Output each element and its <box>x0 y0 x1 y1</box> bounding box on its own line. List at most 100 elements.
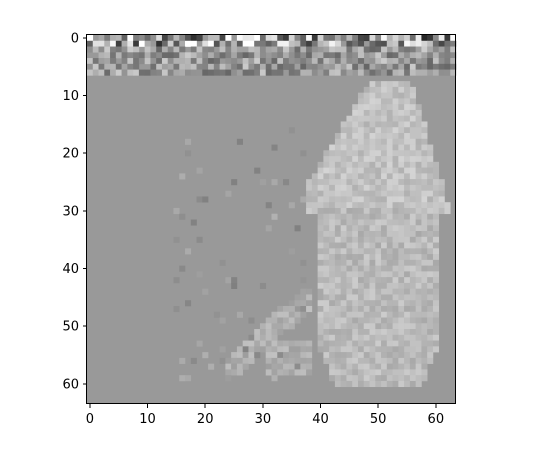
heatmap-cell <box>375 300 382 307</box>
x-tick-label: 20 <box>197 412 214 427</box>
heatmap-cell <box>415 346 422 353</box>
heatmap-cell <box>231 352 238 359</box>
heatmap-cell <box>415 207 422 215</box>
heatmap-cell <box>340 259 347 266</box>
heatmap-cell <box>248 40 255 47</box>
heatmap-cell <box>265 58 272 65</box>
heatmap-cell <box>98 46 105 53</box>
heatmap-cell <box>294 352 301 359</box>
heatmap-cell <box>409 98 416 105</box>
heatmap-cell <box>352 271 359 278</box>
heatmap-cell <box>404 86 411 93</box>
heatmap-cell <box>334 363 341 370</box>
heatmap-cell <box>398 259 405 266</box>
heatmap-cell <box>357 277 365 284</box>
heatmap-cell <box>167 63 174 70</box>
heatmap-cell <box>386 109 393 117</box>
heatmap-cell <box>357 334 365 341</box>
heatmap-cell <box>254 329 261 336</box>
heatmap-cell <box>381 265 388 272</box>
heatmap-cell <box>432 231 440 238</box>
heatmap-cell <box>242 35 249 42</box>
heatmap-cell <box>352 213 359 220</box>
heatmap-cell <box>381 109 388 117</box>
heatmap-cell <box>323 282 330 289</box>
heatmap-cell <box>432 271 440 278</box>
heatmap-cell <box>404 259 411 266</box>
heatmap-cell <box>294 346 301 353</box>
heatmap-cell <box>156 69 163 76</box>
heatmap-cell <box>340 363 347 370</box>
heatmap-cell <box>300 46 307 53</box>
heatmap-cell <box>352 265 359 272</box>
heatmap-cell <box>346 156 353 163</box>
heatmap-cell <box>421 150 428 157</box>
heatmap-cell <box>346 150 353 157</box>
heatmap-cell <box>450 40 457 47</box>
heatmap-cell <box>404 40 411 47</box>
heatmap-cell <box>386 254 393 261</box>
heatmap-cell <box>409 254 416 261</box>
heatmap-cell <box>375 52 382 59</box>
heatmap-cell <box>427 259 434 266</box>
heatmap-cell <box>346 144 353 151</box>
heatmap-cell <box>179 265 186 272</box>
heatmap-cell <box>329 375 336 382</box>
heatmap-cell <box>415 265 422 272</box>
heatmap-cell <box>248 340 255 347</box>
heatmap-cell <box>369 213 376 220</box>
heatmap-cell <box>398 35 405 42</box>
heatmap-cell <box>427 219 434 226</box>
heatmap-cell <box>421 58 428 65</box>
heatmap-cell <box>363 69 370 76</box>
heatmap-cell <box>363 300 370 307</box>
heatmap-cell <box>369 127 376 134</box>
heatmap-cell <box>392 317 399 324</box>
heatmap-cell <box>329 173 336 180</box>
heatmap-cell <box>300 196 307 203</box>
heatmap-cell <box>369 231 376 238</box>
heatmap-cell <box>404 300 411 307</box>
heatmap-cell <box>369 207 376 215</box>
heatmap-cell <box>288 69 295 76</box>
heatmap-cell <box>346 282 353 289</box>
heatmap-cell <box>357 369 365 376</box>
heatmap-cell <box>398 40 405 47</box>
heatmap-cell <box>300 58 307 65</box>
heatmap-cell <box>357 63 365 70</box>
heatmap-cell <box>150 35 157 42</box>
heatmap-cell <box>242 357 249 364</box>
heatmap-cell <box>352 121 359 128</box>
heatmap-cell <box>375 161 382 168</box>
heatmap-cell <box>392 369 399 376</box>
heatmap-cell <box>283 363 290 370</box>
heatmap-cell <box>415 173 422 180</box>
heatmap-cell <box>334 311 341 318</box>
heatmap-cell <box>346 300 353 307</box>
heatmap-cell <box>277 369 284 376</box>
heatmap-cell <box>294 311 301 318</box>
heatmap-cell <box>415 352 422 359</box>
heatmap-cell <box>392 213 399 220</box>
heatmap-cell <box>127 63 134 70</box>
heatmap-cell <box>283 305 290 313</box>
heatmap-cell <box>352 294 359 301</box>
heatmap-cell <box>363 271 370 278</box>
heatmap-cell <box>357 357 365 364</box>
heatmap-cell <box>288 52 295 59</box>
heatmap-cell <box>242 363 249 370</box>
heatmap-cell <box>404 179 411 186</box>
heatmap-cell <box>323 323 330 330</box>
heatmap-cell <box>421 340 428 347</box>
heatmap-cell <box>409 190 416 197</box>
heatmap-cell <box>352 363 359 370</box>
heatmap-cell <box>317 173 324 180</box>
heatmap-cell <box>323 231 330 238</box>
heatmap-cell <box>340 352 347 359</box>
heatmap-cell <box>323 58 330 65</box>
heatmap-cell <box>352 179 359 186</box>
heatmap-cell <box>219 63 226 70</box>
heatmap-cell <box>110 52 117 59</box>
heatmap-cell <box>231 357 238 364</box>
heatmap-cell <box>404 225 411 232</box>
